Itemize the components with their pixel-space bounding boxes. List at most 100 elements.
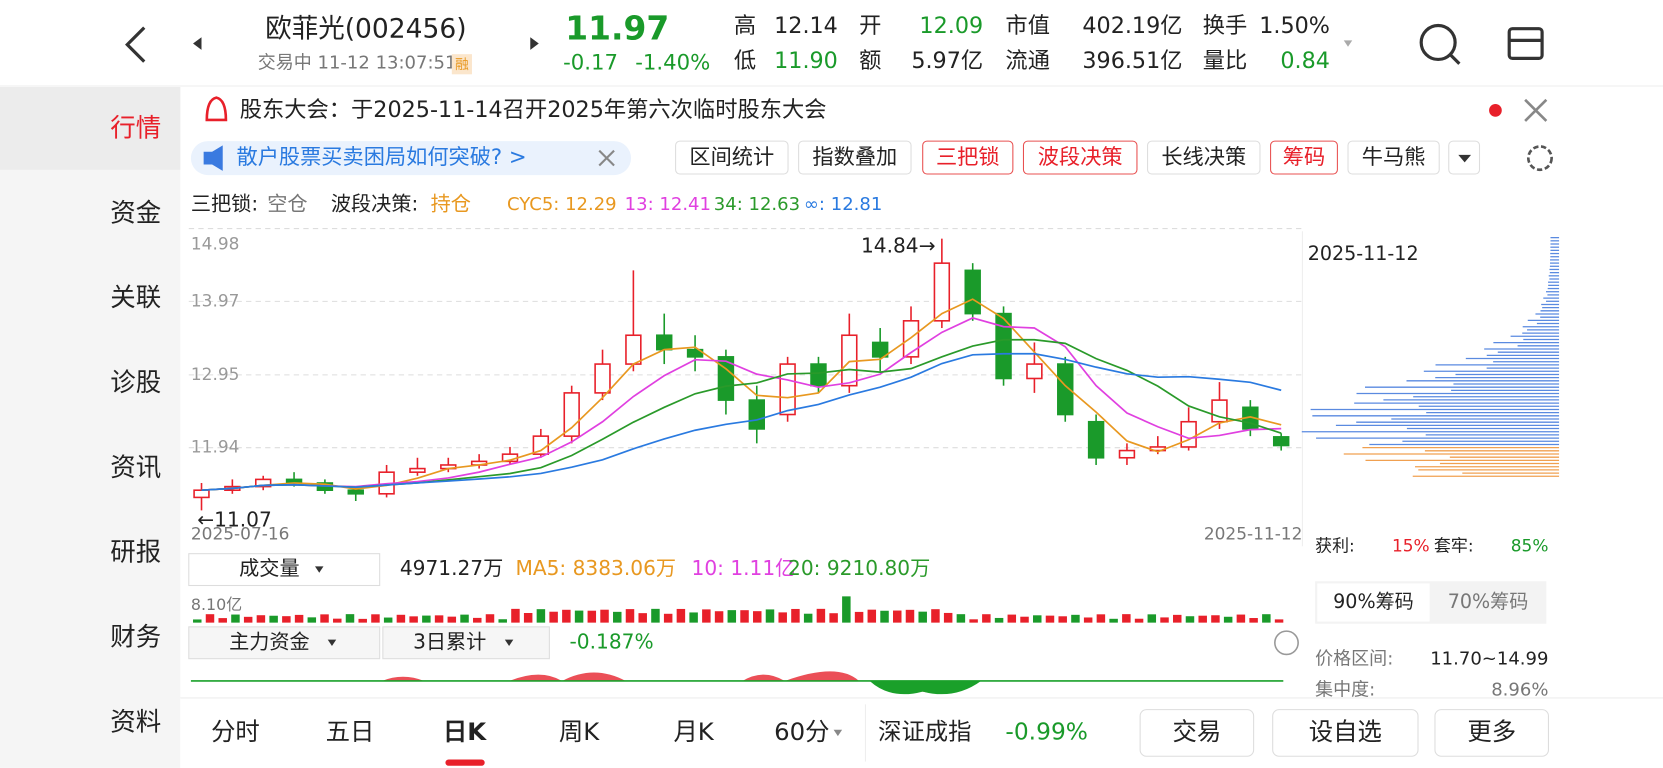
sidebar-item[interactable]: 资金 [110, 198, 161, 228]
volume-bar [434, 615, 444, 623]
sidebar-item[interactable]: 资讯 [110, 453, 161, 483]
volume-bar [218, 618, 227, 623]
action-button[interactable] [1272, 709, 1419, 757]
search-icon[interactable] [1419, 23, 1457, 62]
sidebar-item[interactable]: 资料 [110, 707, 161, 737]
candle-body [717, 356, 735, 401]
close-notice[interactable] [1524, 98, 1548, 122]
tool-button[interactable] [1022, 140, 1138, 175]
concentration: 8.96% [1491, 680, 1548, 701]
period-tab[interactable]: 60分 [774, 717, 829, 746]
volume-selector[interactable] [188, 553, 381, 587]
band-label: 波段决策: [331, 191, 418, 215]
volume-bar [702, 609, 711, 623]
tool-button[interactable] [1347, 140, 1440, 175]
action-button[interactable] [1139, 709, 1255, 757]
end-date: 2025-11-12 [1204, 524, 1303, 544]
stat-value: 11.90 [774, 48, 838, 74]
settings-icon[interactable] [1526, 145, 1553, 172]
sidebar-item[interactable]: 行情 [110, 113, 161, 143]
tool-button[interactable] [1270, 140, 1338, 175]
stat-value: 12.14 [774, 13, 838, 39]
tool-label[interactable]: 区间统计 [689, 145, 774, 170]
tool-button[interactable] [1147, 140, 1261, 175]
tool-label[interactable]: 长线决策 [1161, 145, 1246, 170]
chip-tab-selected[interactable] [1317, 583, 1430, 622]
promo[interactable]: 散户股票买卖困局如何突破? > [237, 145, 527, 170]
volume-selector-label[interactable]: 成交量 [239, 556, 299, 580]
volume-bar [383, 617, 393, 623]
cyc-inf: ∞: 12.81 [804, 194, 882, 215]
candle-body [1272, 436, 1290, 447]
period-tab[interactable]: 周K [559, 717, 600, 746]
stock-title: 欧菲光(002456) [265, 13, 466, 44]
promo-bg[interactable] [190, 141, 632, 176]
fund-value: -0.187% [570, 629, 654, 653]
volume-bar [867, 609, 877, 623]
sidebar-item[interactable]: 关联 [110, 283, 161, 313]
tool-label[interactable]: 波段决策 [1038, 145, 1123, 170]
action-label[interactable]: 设自选 [1309, 717, 1382, 746]
volume-bar [982, 614, 991, 623]
fund-selector[interactable] [188, 626, 381, 660]
action-label[interactable]: 更多 [1467, 717, 1516, 746]
tab-dropdown [833, 729, 843, 737]
fund-period-label[interactable]: 3日累计 [413, 629, 486, 653]
volume-bar [422, 615, 431, 623]
tab-underline [445, 759, 485, 766]
prev-stock[interactable] [193, 37, 202, 50]
lock-label: 三把锁: [191, 191, 258, 215]
next-stock[interactable] [530, 37, 539, 50]
change-pct: -1.40% [635, 51, 710, 76]
fund-period[interactable] [382, 626, 550, 660]
period-tab[interactable]: 日K [443, 717, 487, 746]
tool-button[interactable] [922, 140, 1014, 175]
volume-bar [613, 611, 622, 623]
calendar-icon[interactable] [1507, 27, 1544, 60]
toolbar: 区间统计 指数叠加 三把锁 波段决策 长线决策 筹码 牛马熊 [675, 140, 1440, 175]
profit: 15% [1392, 535, 1430, 555]
period-tab[interactable]: 月K [673, 717, 714, 746]
tool-label[interactable]: 牛马熊 [1362, 145, 1426, 170]
tool-button[interactable] [675, 140, 789, 175]
candle-body [995, 312, 1012, 380]
volume-bar [600, 609, 609, 623]
volume-bar [1109, 618, 1118, 623]
trapped-label: 套牢: [1434, 535, 1474, 555]
sidebar-item[interactable]: 财务 [110, 623, 161, 653]
index-name[interactable]: 深证成指 [878, 717, 971, 745]
action-label[interactable]: 交易 [1172, 717, 1221, 746]
tool-label[interactable]: 指数叠加 [812, 145, 897, 170]
volume-bar [574, 610, 584, 623]
change: -0.17 [563, 51, 618, 76]
candle-body [779, 363, 796, 416]
action-button[interactable] [1434, 709, 1549, 757]
notice-dot [1489, 104, 1502, 117]
volume-bar [1071, 614, 1080, 623]
help-icon[interactable] [1274, 630, 1299, 656]
chip-tab[interactable]: 90%筹码 [1333, 590, 1414, 613]
volume-bar [1147, 614, 1157, 623]
dropdown-arrow [314, 566, 324, 573]
notice[interactable]: 股东大会：于2025-11-14召开2025年第六次临时股东大会 [240, 97, 827, 123]
back-button[interactable] [125, 26, 146, 63]
close-promo[interactable] [598, 149, 615, 167]
tool-label[interactable]: 三把锁 [936, 145, 1000, 170]
period-tab[interactable]: 五日 [326, 717, 375, 746]
sidebar-item[interactable]: 诊股 [110, 368, 161, 398]
fund-selector-label[interactable]: 主力资金 [229, 629, 310, 653]
tool-button[interactable] [798, 140, 912, 175]
sidebar-item[interactable]: 研报 [110, 538, 161, 568]
volume-bar [294, 614, 304, 623]
volume-max: 8.10亿 [191, 595, 242, 614]
tool-label[interactable]: 筹码 [1283, 145, 1325, 170]
stat-label: 流通 [1005, 48, 1050, 74]
volume-bar [345, 614, 355, 623]
period-tab[interactable]: 分时 [211, 717, 260, 746]
index-change[interactable]: -0.99% [1005, 717, 1088, 745]
volume-ma10: 10: 1.11亿 [692, 556, 796, 580]
expand-arrow[interactable] [1343, 40, 1353, 47]
chip-tab[interactable]: 70%筹码 [1448, 590, 1529, 613]
